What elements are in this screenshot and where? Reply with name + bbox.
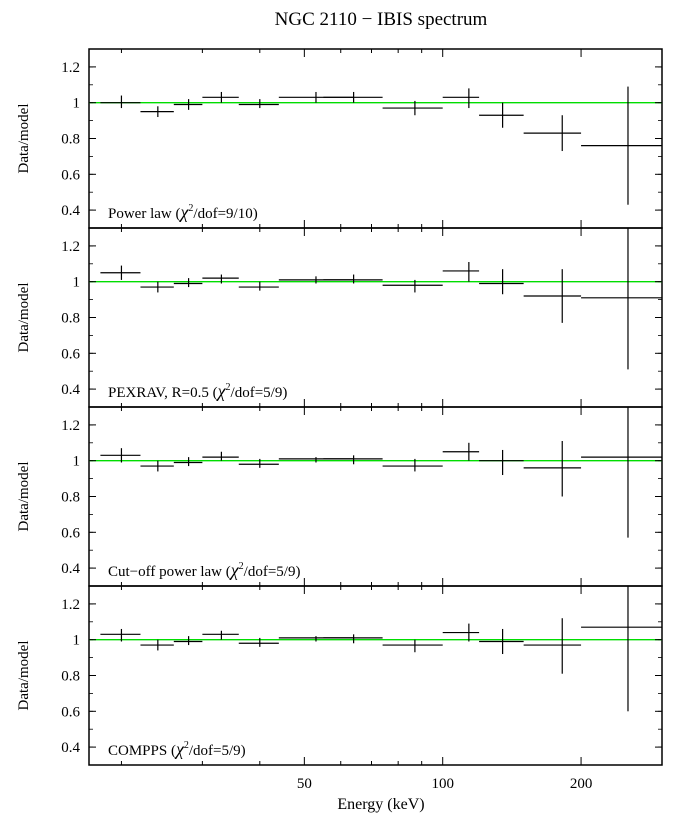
model-fit-label: Cut−off power law (χ2/dof=5/9) — [108, 560, 300, 580]
model-fit-label: Power law (χ2/dof=9/10) — [108, 202, 258, 222]
panels-group: 0.4 0.6 0.8 1 1.2 Data/model Power law (χ2/dof… — [16, 49, 662, 792]
dof-text: /dof=5/9) — [231, 385, 288, 401]
model-fit-label: COMPPS (χ2/dof=5/9) — [108, 739, 246, 759]
dof-text: /dof=5/9) — [244, 564, 301, 580]
y-axis-label: Data/model — [16, 462, 32, 532]
dof-text: /dof=5/9) — [189, 743, 246, 759]
y-tick-label: 1.2 — [61, 597, 80, 613]
y-tick-label: 0.4 — [61, 561, 80, 577]
y-tick-label: 1 — [73, 275, 81, 291]
y-axis-label: Data/model — [16, 641, 32, 711]
model-name: Power law ( — [108, 206, 180, 222]
x-tick-label: 50 — [297, 776, 312, 792]
panel-frame — [89, 228, 662, 407]
y-tick-label: 1 — [73, 454, 81, 470]
y-tick-label: 1.2 — [61, 418, 80, 434]
panel-frame — [89, 407, 662, 586]
model-fit-label: PEXRAV, R=0.5 (χ2/dof=5/9) — [108, 381, 287, 401]
x-axis-label: Energy (keV) — [337, 796, 424, 813]
x-tick-label: 100 — [431, 776, 454, 792]
y-tick-label: 0.6 — [61, 704, 80, 720]
model-name: Cut−off power law ( — [108, 564, 231, 580]
y-tick-label: 1 — [73, 96, 81, 112]
y-tick-label: 0.4 — [61, 740, 80, 756]
y-tick-label: 0.6 — [61, 167, 80, 183]
panel-4: 0.4 0.6 0.8 1 1.2 Data/model COMPPS (χ2/dof=5/… — [16, 586, 662, 765]
y-axis-label: Data/model — [16, 104, 32, 174]
y-tick-label: 0.4 — [61, 203, 80, 219]
y-tick-label: 0.8 — [61, 669, 80, 685]
dof-text: /dof=9/10) — [193, 206, 257, 222]
y-tick-label: 0.8 — [61, 132, 80, 148]
panel-1: 0.4 0.6 0.8 1 1.2 Data/model Power law (χ2/dof… — [16, 49, 662, 228]
y-tick-label: 0.4 — [61, 382, 80, 398]
y-axis-label: Data/model — [16, 283, 32, 353]
panel-2: 0.4 0.6 0.8 1 1.2 Data/model PEXRAV, R=0.5 (χ2… — [16, 228, 662, 407]
y-tick-label: 1.2 — [61, 239, 80, 255]
y-tick-label: 0.6 — [61, 525, 80, 541]
x-tick-label: 200 — [570, 776, 593, 792]
y-tick-label: 0.8 — [61, 490, 80, 506]
model-name: PEXRAV, R=0.5 ( — [108, 385, 218, 401]
chart-title: NGC 2110 − IBIS spectrum — [275, 9, 488, 30]
model-name: COMPPS ( — [108, 743, 176, 759]
y-tick-label: 1 — [73, 633, 81, 649]
y-tick-label: 1.2 — [61, 60, 80, 76]
panel-frame — [89, 49, 662, 228]
y-tick-label: 0.8 — [61, 311, 80, 327]
y-tick-label: 0.6 — [61, 346, 80, 362]
panel-frame — [89, 586, 662, 765]
panel-3: 0.4 0.6 0.8 1 1.2 Data/model Cut−off power law… — [16, 407, 662, 586]
